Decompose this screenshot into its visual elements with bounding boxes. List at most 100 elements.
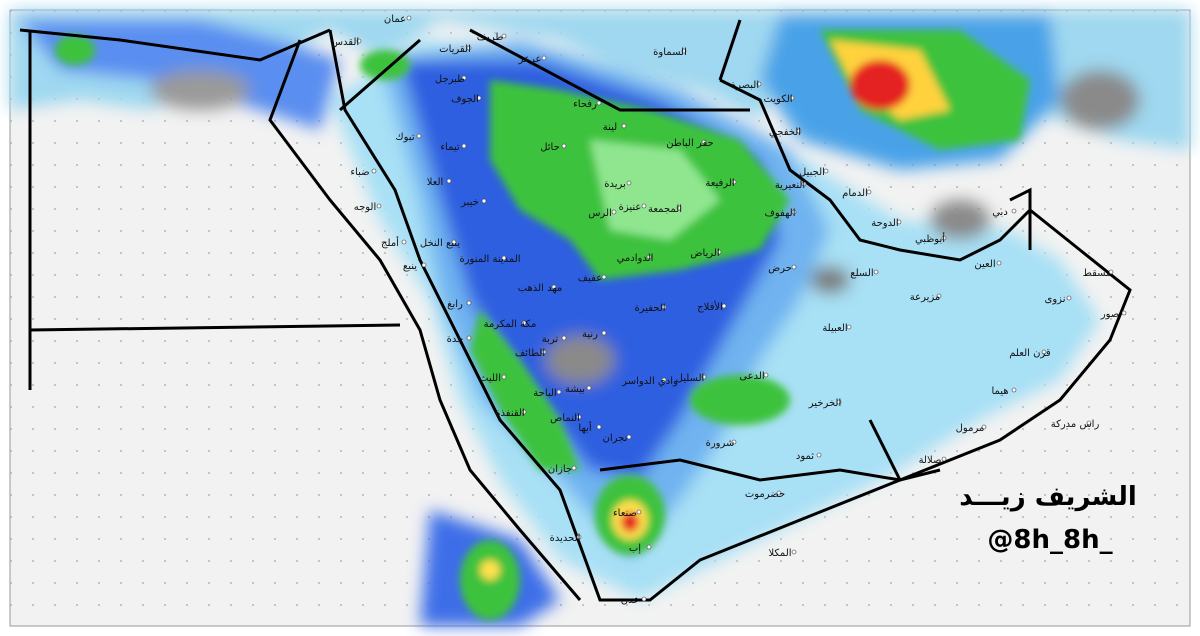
city-dot	[701, 139, 707, 145]
city-dot	[996, 260, 1002, 266]
city-label: العين	[974, 259, 995, 270]
city-label: النماص	[550, 413, 580, 424]
city-dot	[466, 335, 472, 341]
city-label: أبوظبي	[915, 232, 945, 245]
city-dot	[791, 264, 797, 270]
city-label: الكويت	[763, 94, 792, 105]
city-label: حائل	[540, 142, 560, 153]
city-dot	[676, 205, 682, 211]
city-dot	[461, 143, 467, 149]
city-label: دبي	[992, 207, 1008, 218]
city-dot	[941, 235, 947, 241]
city-label: مرمول	[956, 423, 985, 434]
city-label: الخرخير	[808, 398, 842, 409]
signature: الشريف زيـــد	[959, 482, 1137, 512]
city-label: أبها	[578, 421, 591, 434]
city-dot	[641, 596, 647, 602]
city-label: أملج	[381, 236, 399, 249]
city-label: الوجه	[354, 202, 377, 213]
city-dot	[416, 133, 422, 139]
city-dot	[461, 75, 467, 81]
city-dot	[1011, 208, 1017, 214]
city-label: عرعر	[518, 54, 542, 65]
city-dot	[791, 209, 797, 215]
city-dot	[896, 219, 902, 225]
city-label: حضرموت	[745, 489, 785, 500]
city-label: شرورة	[706, 438, 735, 449]
city-dot	[791, 549, 797, 555]
city-dot	[601, 274, 607, 280]
city-dot	[541, 349, 547, 355]
borders	[19, 19, 1132, 602]
city-label: راس مدركة	[1051, 419, 1100, 430]
city-label: بريدة	[604, 179, 626, 190]
city-label: نجران	[603, 433, 628, 444]
city-label: المكلا	[768, 548, 791, 559]
city-label: تبوك	[395, 132, 414, 143]
city-label: حفر الباطن	[666, 138, 713, 149]
city-label: رابغ	[447, 299, 463, 310]
city-dot	[466, 45, 472, 51]
city-label: صور	[1100, 309, 1120, 320]
city-label: هيما	[991, 386, 1008, 397]
city-dot	[646, 544, 652, 550]
city-dot	[601, 330, 607, 336]
city-dot	[626, 180, 632, 186]
precip-core	[55, 30, 1030, 620]
city-dot	[421, 262, 427, 268]
city-label: عنيزة	[619, 202, 642, 213]
city-label: تيماء	[440, 142, 460, 153]
city-label: خيبر	[460, 197, 479, 208]
city-label: القنفذة	[495, 408, 524, 419]
city-label: الدعى	[739, 371, 764, 382]
city-label: رنية	[582, 329, 598, 340]
city-label: مهد الذهب	[518, 283, 563, 294]
city-dot	[731, 179, 737, 185]
city-dot	[561, 143, 567, 149]
city-label: العلا	[427, 177, 444, 188]
city-dot	[756, 81, 762, 87]
city-dot	[701, 374, 707, 380]
city-dot	[776, 490, 782, 496]
city-dot	[1011, 387, 1017, 393]
city-dot	[681, 48, 687, 54]
city-dot	[446, 178, 452, 184]
city-dot	[611, 209, 617, 215]
city-label: صنعاء	[613, 508, 637, 519]
city-label: صلالة	[919, 455, 942, 466]
city-dot	[846, 324, 852, 330]
city-label: الرفيعة	[705, 178, 734, 189]
city-dot	[716, 249, 722, 255]
city-label: جدة	[447, 334, 464, 345]
city-dot	[796, 128, 802, 134]
handle: @8h_8h_	[987, 525, 1112, 555]
city-label: طبرجل	[435, 74, 465, 85]
city-dot	[571, 465, 577, 471]
city-dot	[621, 123, 627, 129]
city-dot	[451, 239, 457, 245]
city-label: الأفلاج	[697, 300, 723, 313]
city-label: الباحة	[533, 388, 556, 399]
city-label: القريات	[439, 44, 471, 55]
city-label: طريف	[477, 32, 504, 43]
city-dot	[801, 181, 807, 187]
city-label: حرض	[768, 263, 792, 274]
city-dot	[556, 389, 562, 395]
city-label: العبيلة	[822, 323, 847, 334]
city-label: السماوة	[653, 47, 687, 58]
city-label: إب	[629, 543, 641, 554]
city-label: الرس	[588, 208, 612, 219]
city-dot	[481, 198, 487, 204]
city-label: المدينة المنورة	[459, 254, 520, 265]
city-dot	[406, 15, 412, 21]
city-label: الهفوف	[764, 208, 795, 219]
city-dot	[576, 534, 582, 540]
city-label: القدس	[331, 37, 359, 48]
city-dot	[501, 255, 507, 261]
city-dot	[576, 414, 582, 420]
city-dot	[626, 434, 632, 440]
city-label: الرياض	[690, 248, 719, 259]
city-label: عمان	[384, 14, 406, 25]
city-label: الخفجي	[769, 127, 801, 138]
city-label: ضباء	[350, 167, 369, 178]
